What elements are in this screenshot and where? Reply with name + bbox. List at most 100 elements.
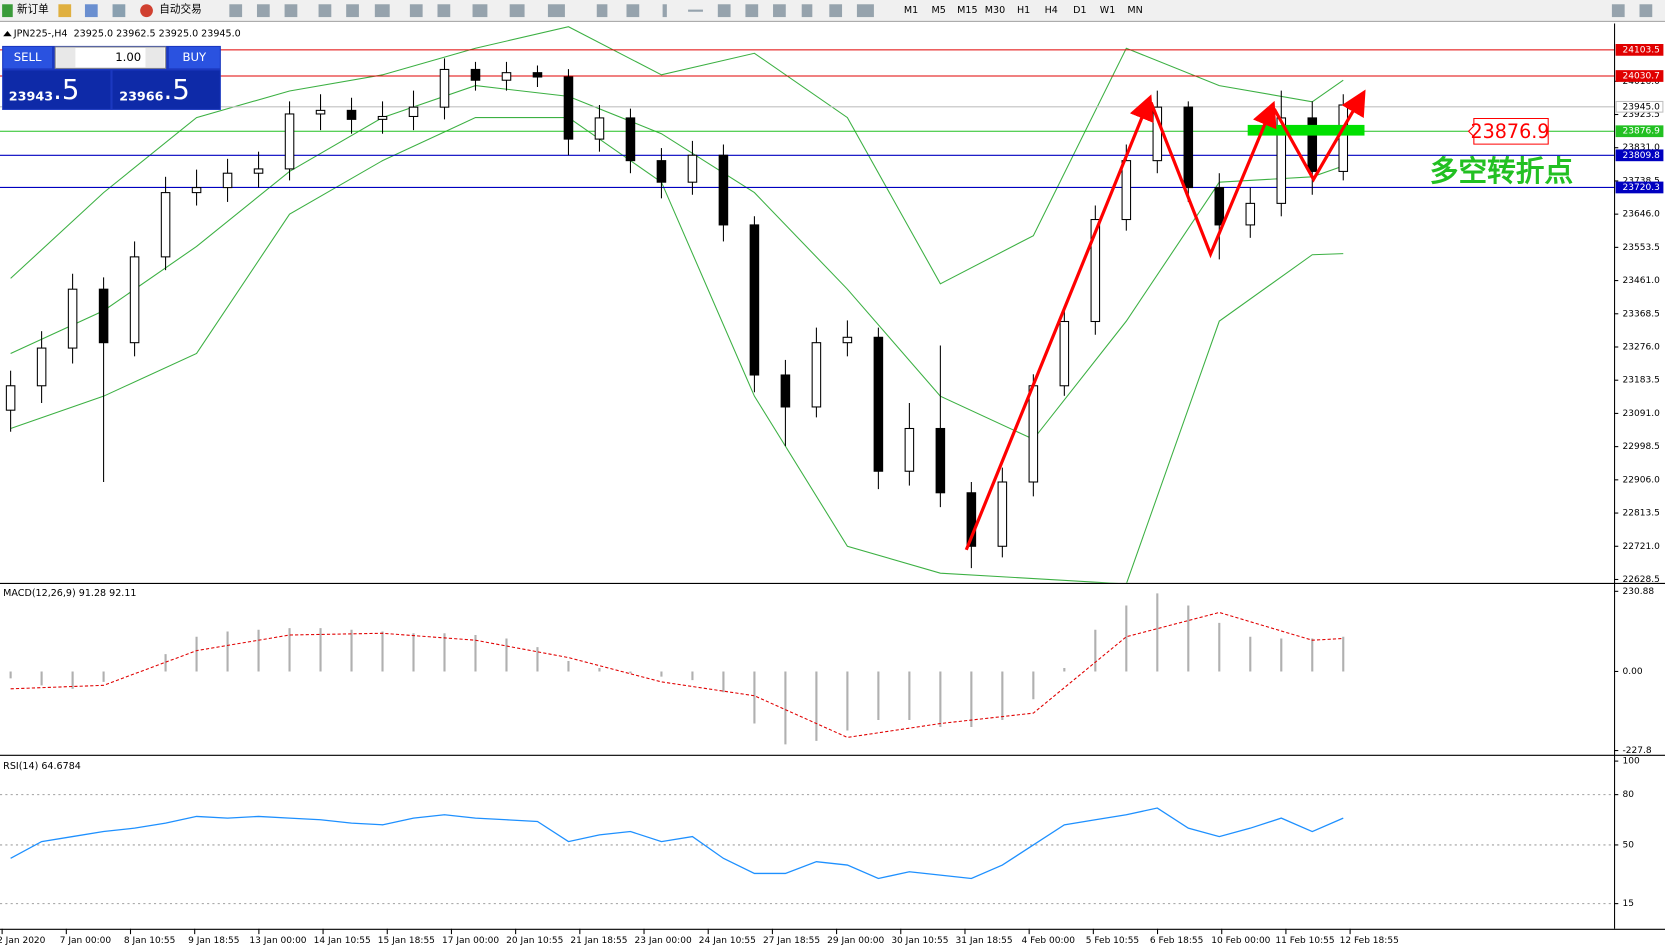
candle-body [935, 427, 946, 494]
time-label: 20 Jan 10:55 [506, 936, 563, 946]
time-label: 31 Jan 18:55 [956, 936, 1013, 946]
sell-price[interactable]: 23943 [9, 90, 53, 105]
time-label: 10 Feb 00:00 [1211, 936, 1270, 946]
price-tick-label: 23831.0 [1623, 143, 1661, 153]
candle-body [1152, 106, 1163, 162]
toolbar-icon[interactable] [112, 4, 126, 18]
toolbar-icon[interactable] [745, 4, 759, 18]
macd-tick-label: -227.8 [1623, 746, 1652, 756]
timeframe-button[interactable]: M15 [957, 5, 977, 16]
time-label: 4 Feb 00:00 [1022, 936, 1076, 946]
candle-body [253, 168, 264, 174]
toolbar-icon[interactable] [58, 4, 72, 18]
toolbar-icon[interactable] [1639, 4, 1653, 18]
search-icon[interactable] [1611, 4, 1625, 18]
toolbar-icon[interactable] [547, 4, 565, 18]
time-label: 24 Jan 10:55 [699, 936, 756, 946]
candle-body [594, 117, 605, 140]
price-tick-label: 23091.0 [1623, 409, 1661, 419]
price-level-label: 23809.8 [1623, 151, 1661, 161]
timeframe-button[interactable]: M30 [985, 5, 1005, 16]
time-label: 30 Jan 10:55 [891, 936, 948, 946]
timeframe-button[interactable]: D1 [1073, 5, 1086, 16]
price-tick-label: 23738.5 [1623, 176, 1660, 186]
toolbar-icon[interactable] [284, 4, 298, 18]
toolbar-icon[interactable] [596, 4, 608, 18]
time-label: 23 Jan 00:00 [635, 936, 692, 946]
lot-decrease[interactable] [56, 48, 76, 68]
toolbar-icon[interactable] [829, 4, 843, 18]
toolbar-icon[interactable] [472, 4, 488, 18]
candle-body [222, 172, 233, 189]
candle-body [1090, 218, 1101, 323]
price-tick-label: 22721.0 [1623, 542, 1661, 552]
time-label: 9 Jan 18:55 [188, 936, 239, 946]
time-label: 7 Jan 00:00 [60, 936, 112, 946]
toolbar-icon[interactable] [84, 4, 98, 18]
toolbar-icon[interactable] [256, 4, 270, 18]
price-level-label: 24103.5 [1623, 45, 1660, 55]
candle-body [439, 68, 450, 108]
buy-price[interactable]: 23966 [119, 90, 163, 105]
sell-price-box[interactable] [3, 70, 111, 109]
timeframe-button[interactable]: M1 [904, 5, 918, 16]
auto-trading-icon[interactable] [140, 4, 153, 18]
lot-increase[interactable] [145, 48, 165, 68]
price-tick-label: 22628.5 [1623, 575, 1660, 585]
price-level-box [1615, 149, 1664, 162]
toolbar-icon[interactable] [229, 4, 243, 18]
bollinger-lower [10, 117, 1344, 583]
sell-label[interactable]: SELL [14, 50, 42, 64]
buy-price-fraction[interactable]: .5 [164, 73, 190, 106]
rsi-label: RSI(14) 64.6784 [3, 761, 81, 772]
toolbar-icon[interactable] [437, 4, 451, 18]
sell-price-fraction[interactable]: .5 [53, 73, 79, 106]
candle-body [718, 154, 729, 226]
toolbar-icon[interactable] [856, 4, 874, 18]
price-level-label: 24030.7 [1623, 72, 1660, 82]
candle-body [625, 117, 636, 162]
price-tick-label: 22998.5 [1623, 442, 1660, 452]
toolbar-icon[interactable] [374, 4, 390, 18]
toolbar-icon[interactable] [409, 4, 423, 18]
new-order-icon[interactable] [2, 4, 13, 18]
candle-body [780, 374, 791, 408]
toolbar-icon[interactable] [346, 4, 359, 18]
collapse-icon[interactable] [3, 30, 12, 37]
toolbar-icon[interactable] [318, 4, 332, 18]
time-label: 2 Jan 2020 [0, 936, 46, 946]
time-label: 21 Jan 18:55 [570, 936, 627, 946]
price-level-box [1615, 100, 1664, 113]
candle-body [749, 224, 760, 376]
macd-tick-label: 0.00 [1623, 667, 1643, 677]
timeframe-button[interactable]: H1 [1017, 5, 1030, 16]
price-tick-label: 23276.0 [1623, 342, 1661, 352]
sell-button[interactable] [3, 46, 53, 69]
candle-body [656, 160, 667, 183]
toolbar-icon[interactable] [509, 4, 525, 18]
toolbar-icon[interactable] [801, 4, 813, 18]
price-level-box [1615, 125, 1664, 138]
toolbar-icon[interactable] [662, 4, 667, 18]
toolbar-icon[interactable] [717, 4, 731, 18]
lot-value[interactable]: 1.00 [115, 50, 141, 64]
toolbar-icon[interactable] [773, 4, 786, 18]
timeframe-button[interactable]: M5 [932, 5, 946, 16]
toolbar-icon[interactable] [688, 9, 703, 12]
timeframe-button[interactable]: W1 [1100, 5, 1116, 16]
timeframe-button[interactable]: H4 [1045, 5, 1058, 16]
rsi-tick-label: 15 [1623, 899, 1634, 909]
candle-body [1307, 117, 1318, 172]
buy-label[interactable]: BUY [182, 50, 207, 64]
candle-body [98, 288, 109, 344]
timeframe-button[interactable]: MN [1127, 5, 1142, 16]
auto-trading-button[interactable]: 自动交易 [159, 3, 201, 16]
lot-input[interactable] [54, 46, 167, 69]
price-tick-label: 23183.5 [1623, 376, 1660, 386]
new-order-button[interactable]: 新订单 [17, 3, 49, 16]
buy-price-box[interactable] [112, 70, 220, 109]
price-level-box [1615, 70, 1664, 82]
buy-button[interactable] [168, 46, 220, 69]
toolbar-icon[interactable] [626, 4, 640, 18]
rsi-tick-label: 80 [1623, 790, 1635, 800]
